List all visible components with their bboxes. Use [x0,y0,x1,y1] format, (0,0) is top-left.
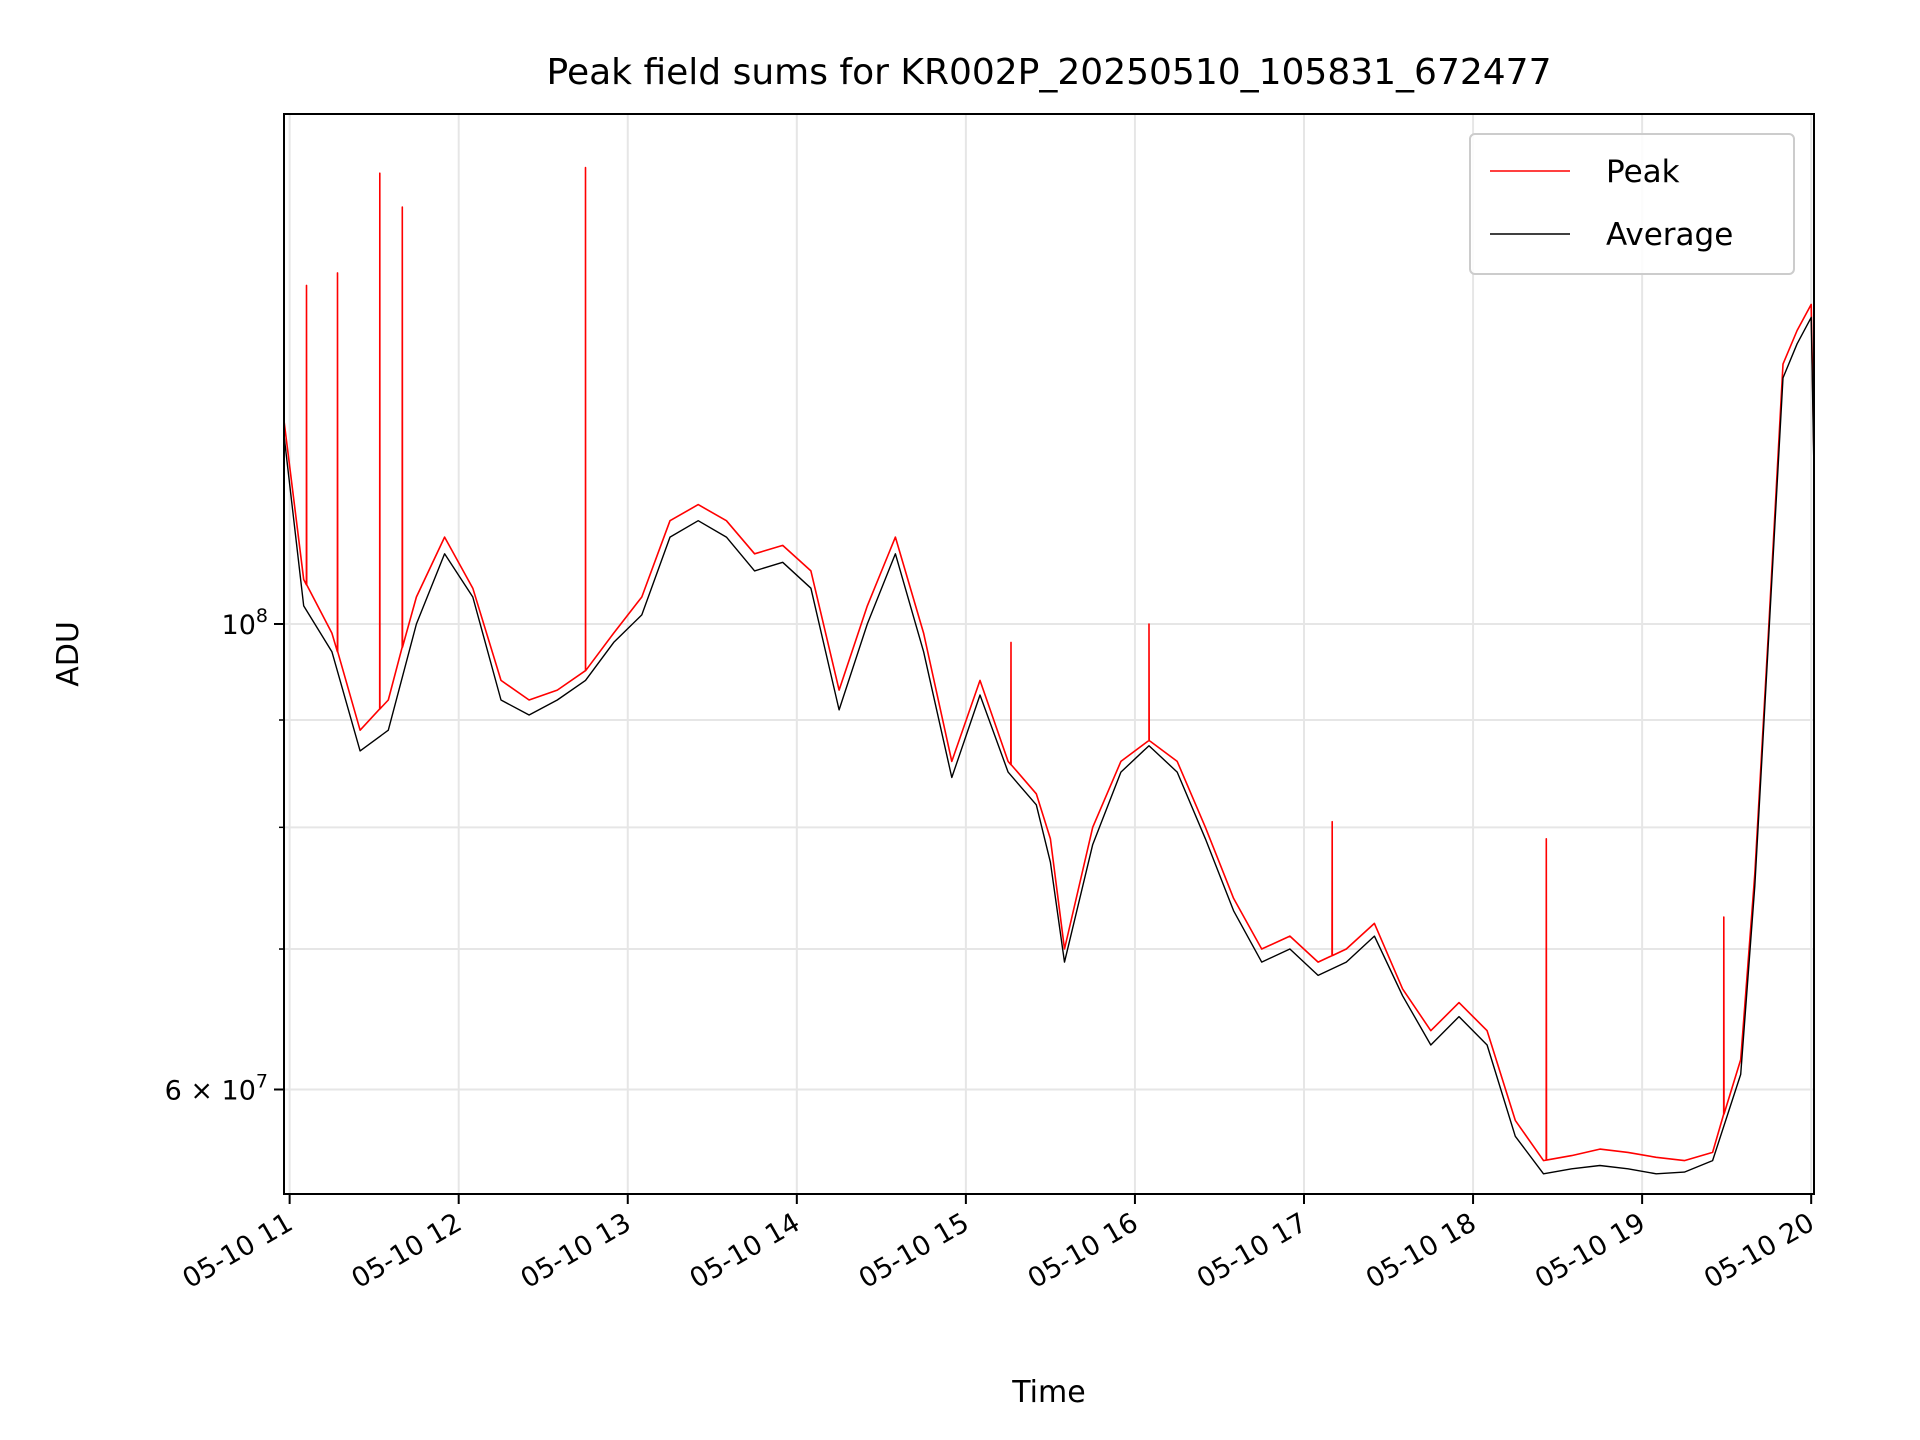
chart-title: Peak field sums for KR002P_20250510_1058… [547,52,1552,93]
y-tick-label: 108 [222,605,268,641]
y-grid [284,622,1814,1091]
series-line-peak [284,166,1814,1162]
legend-box [1469,133,1795,275]
y-axis-title: ADU [51,621,86,687]
legend-peak-label: Peak [1606,154,1680,190]
plot-series [284,166,1814,1175]
x-axis-title: Time [1011,1375,1085,1410]
y-axis: 108 6 × 107 [165,605,284,1107]
y-tick-label: 6 × 107 [165,1071,268,1107]
plot-frame [283,113,1815,1195]
legend: Peak Average [1469,133,1795,275]
x-grid [288,114,1813,1194]
series-line-average [284,316,1814,1175]
legend-average-label: Average [1606,217,1733,253]
